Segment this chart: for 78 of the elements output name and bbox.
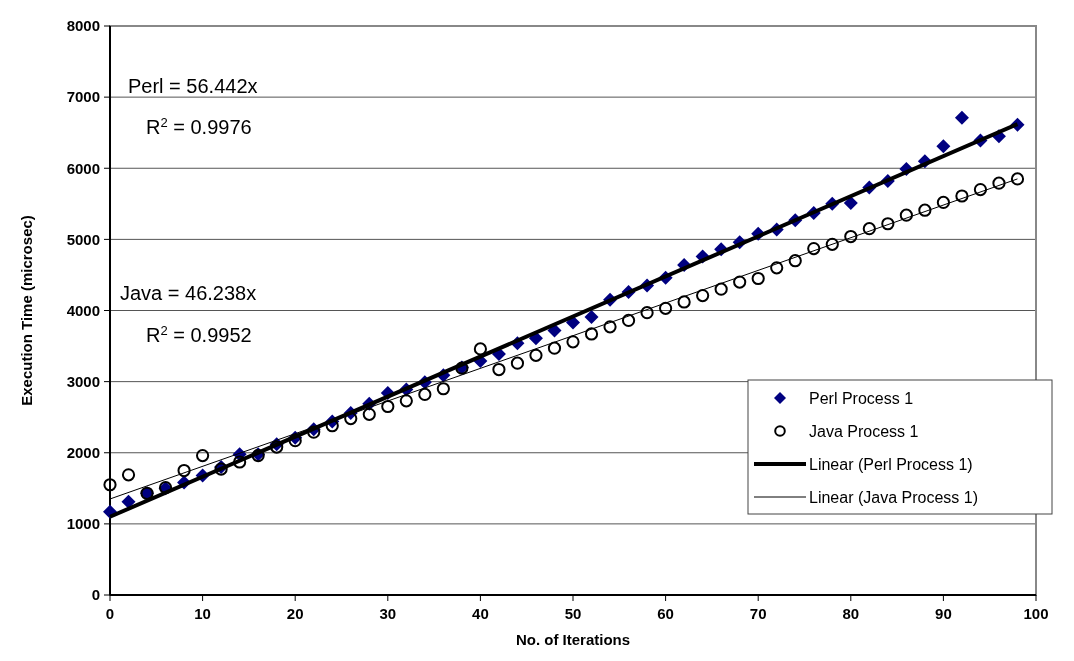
- point: [973, 182, 988, 197]
- y-tick-label: 5000: [66, 230, 100, 248]
- point: [955, 189, 969, 203]
- point: [751, 271, 765, 286]
- y-tick-label: 6000: [66, 159, 100, 177]
- x-tick-label: 20: [286, 605, 304, 622]
- point: [862, 222, 876, 236]
- point: [381, 399, 395, 414]
- annotation: Java = 46.238x: [120, 282, 257, 304]
- point: [1010, 172, 1025, 186]
- legend-label: Linear (Java Process 1): [809, 488, 978, 506]
- y-tick-label: 3000: [66, 372, 100, 390]
- point: [529, 348, 543, 362]
- y-tick-label: 1000: [66, 515, 100, 533]
- point: [584, 309, 599, 324]
- point: [492, 362, 506, 377]
- legend-label: Perl Process 1: [809, 389, 914, 407]
- point: [918, 203, 932, 217]
- point: [899, 208, 913, 222]
- y-axis-title: Execution Time (microsec): [18, 215, 35, 406]
- point: [121, 468, 136, 482]
- point: [825, 237, 839, 251]
- point: [696, 288, 710, 303]
- point: [344, 412, 358, 426]
- point: [621, 313, 636, 328]
- point: [770, 261, 784, 275]
- y-tick-label: 4000: [66, 301, 100, 319]
- point: [733, 275, 747, 289]
- x-tick-label: 30: [379, 605, 397, 622]
- point: [510, 356, 525, 370]
- point: [936, 195, 950, 209]
- point: [288, 434, 302, 448]
- x-tick-label: 90: [935, 605, 952, 622]
- x-tick-label: 0: [105, 605, 115, 622]
- x-tick-label: 80: [842, 605, 860, 622]
- annotation: R$^{2}$ = 0.9952: [146, 322, 252, 346]
- point: [233, 455, 247, 469]
- point: [603, 320, 617, 334]
- point: [436, 382, 450, 396]
- point: [418, 387, 432, 402]
- x-tick-label: 100: [1023, 605, 1049, 622]
- annotation: Perl = 56.442x: [128, 75, 258, 97]
- point: [566, 335, 580, 349]
- point: [325, 419, 339, 433]
- point: [362, 407, 376, 421]
- annotation: R$^{2}$ = 0.9976: [146, 114, 252, 138]
- point: [473, 342, 487, 356]
- point: [677, 295, 691, 309]
- y-tick-label: 0: [91, 586, 100, 604]
- point: [807, 242, 821, 256]
- point: [177, 463, 191, 478]
- point: [788, 254, 802, 268]
- point: [584, 327, 599, 341]
- x-tick-label: 60: [657, 605, 674, 622]
- point: [399, 394, 413, 408]
- point: [196, 449, 210, 463]
- point: [659, 301, 673, 315]
- y-tick-label: 8000: [66, 17, 100, 35]
- point: [881, 217, 895, 231]
- x-tick-label: 50: [564, 605, 582, 622]
- legend-label: Linear (Perl Process 1): [809, 455, 973, 473]
- y-tick-label: 2000: [66, 444, 100, 461]
- point: [844, 229, 858, 244]
- legend-label: Java Process 1: [809, 422, 919, 440]
- point: [954, 110, 969, 125]
- point: [936, 139, 951, 154]
- x-tick-label: 10: [194, 605, 211, 622]
- point: [640, 306, 654, 320]
- point: [992, 176, 1006, 190]
- point: [103, 478, 117, 492]
- point: [714, 282, 728, 296]
- y-tick-label: 7000: [66, 88, 100, 106]
- x-tick-label: 40: [472, 605, 489, 622]
- point: [121, 494, 136, 509]
- point: [843, 196, 858, 211]
- x-tick-label: 70: [749, 605, 767, 622]
- point: [547, 341, 562, 355]
- x-axis-title: No. of Iterations: [515, 631, 631, 648]
